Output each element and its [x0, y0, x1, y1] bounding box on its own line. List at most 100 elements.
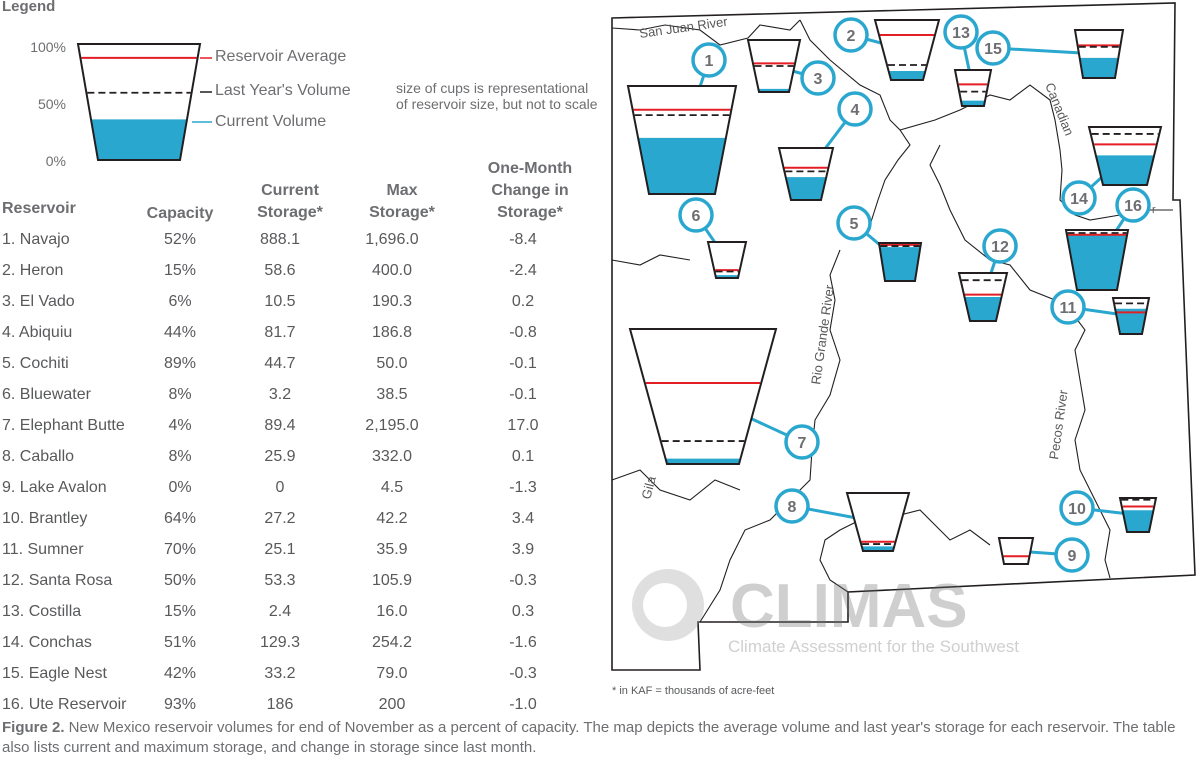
cup-current-volume [964, 297, 1002, 321]
cup-outline [877, 242, 923, 282]
reservoir-marker-circle [1115, 187, 1151, 223]
climas-logo-cloud [643, 583, 687, 627]
table-cell-current: 10.5 [264, 293, 296, 310]
table-cell-max: 38.5 [376, 386, 408, 403]
cup-current-volume [888, 71, 926, 80]
table-cell-capacity: 8% [168, 448, 192, 465]
table-cell-current: 25.9 [264, 448, 296, 465]
table-cell-capacity: 15% [163, 603, 197, 620]
table-cell-max: 332.0 [371, 448, 413, 465]
cup-outline [1064, 229, 1130, 291]
caption-bold: Figure 2. [2, 719, 65, 736]
table-cell-max: 190.3 [371, 293, 413, 310]
table-cell-change: 17.0 [507, 417, 539, 434]
table-cell-capacity: 64% [163, 510, 197, 527]
reservoir-cup-3: 3 [746, 39, 836, 96]
table-cell-max: 79.0 [376, 665, 408, 682]
table-cell-capacity: 6% [168, 293, 192, 310]
reservoir-marker-number: 13 [952, 25, 970, 42]
reservoir-marker-number: 15 [984, 41, 1002, 58]
table-cell-name: 4. Abiquiu [2, 324, 73, 341]
reservoir-marker-circle [774, 488, 810, 524]
reservoir-marker-number: 11 [1060, 300, 1077, 317]
cup-outline [997, 537, 1035, 565]
table-cell-max: 200 [378, 696, 406, 713]
cup-current-volume [1079, 57, 1119, 78]
reservoir-cup-14: 14 [1061, 126, 1163, 216]
reservoir-cup-5: 5 [836, 205, 923, 282]
legend-title: Legend [2, 0, 56, 15]
cup-outline [1087, 126, 1163, 186]
table-cell-name: 13. Costilla [2, 603, 82, 620]
header-change-line2: Change in [491, 182, 569, 199]
header-max-line2: Storage* [369, 204, 435, 221]
reservoir-cup-11: 11 [1050, 289, 1151, 335]
table-cell-change: -1.6 [509, 634, 537, 651]
cup-current-volume [1122, 510, 1154, 532]
table-cell-name: 5. Cochiti [2, 355, 69, 372]
cup-current-volume [960, 100, 986, 106]
reservoir-marker-number: 10 [1068, 501, 1086, 518]
watermark-subtitle: Climate Assessment for the Southwest [728, 637, 1019, 656]
reservoir-marker-circle [836, 205, 872, 241]
map-footnote: * in KAF = thousands of acre-feet [612, 685, 775, 697]
cup-outline [746, 39, 802, 93]
reservoir-marker-circle [784, 424, 820, 460]
reservoir-marker-circle [1050, 289, 1086, 325]
header-current: Current Storage* [240, 180, 340, 224]
reservoir-marker-number: 4 [851, 102, 860, 119]
table-cell-capacity: 52% [163, 231, 197, 248]
legend-sample-cup [76, 43, 212, 161]
reservoir-marker-number: 6 [692, 208, 701, 225]
table-cell-current: 27.2 [264, 510, 296, 527]
reservoir-marker-circle [837, 91, 873, 127]
header-change-line3: Storage* [497, 204, 563, 221]
table-cell-name: 9. Lake Avalon [2, 479, 107, 496]
header-current-line1: Current [261, 182, 319, 199]
reservoir-marker-circle [975, 30, 1011, 66]
reservoir-cup-2: 2 [833, 17, 941, 81]
reservoir-marker-circle [678, 197, 714, 233]
table-cell-name: 3. El Vado [2, 293, 75, 310]
table-cell-max: 50.0 [376, 355, 408, 372]
reservoir-marker-circle [800, 60, 836, 96]
table-cell-current: 89.4 [264, 417, 296, 434]
table-cell-change: -2.4 [509, 262, 537, 279]
table-cell-change: 0.2 [511, 293, 535, 310]
table-cell-max: 254.2 [371, 634, 413, 651]
table-cell-change: 3.4 [511, 510, 535, 527]
reservoir-marker-number: 3 [814, 71, 823, 88]
table-cell-max: 1,696.0 [365, 231, 419, 248]
reservoir-marker-number: 1 [705, 53, 714, 70]
reservoir-cup-13: 13 [943, 14, 993, 107]
cup-current-volume [879, 247, 921, 281]
table-cell-name: 11. Sumner [2, 541, 84, 558]
table-cell-name: 1. Navajo [2, 231, 70, 248]
reservoir-cup-16: 16 [1064, 187, 1151, 291]
cup-background [847, 493, 909, 551]
label-rio-grande-river: Rio Grande River [808, 283, 837, 385]
table-cell-current: 81.7 [264, 324, 296, 341]
table-cell-capacity: 44% [163, 324, 197, 341]
header-change-line1: One-Month [487, 160, 573, 177]
table-cell-change: -1.0 [509, 696, 537, 713]
table-cell-capacity: 8% [168, 386, 192, 403]
table-cell-capacity: 93% [163, 696, 197, 713]
table-cell-current: 3.2 [268, 386, 292, 403]
table-cell-name: 16. Ute Reservoir [2, 696, 127, 713]
reservoir-marker-number: 9 [1068, 548, 1077, 565]
table-cell-max: 42.2 [376, 510, 408, 527]
legend-pct-0: 0% [45, 153, 66, 169]
cup-outline [706, 241, 748, 279]
label-canadian-river: Canadian [1042, 81, 1077, 138]
table-cell-change: -0.1 [509, 355, 537, 372]
table-cell-name: 6. Bluewater [2, 386, 91, 403]
table-cell-current: 25.1 [264, 541, 296, 558]
cup-outline [626, 85, 738, 195]
cup-background [999, 538, 1033, 564]
legend-scale-note: size of cups is representational of rese… [396, 80, 598, 112]
table-cell-name: 15. Eagle Nest [2, 665, 107, 682]
reservoir-marker-number: 14 [1070, 191, 1088, 208]
table-cell-name: 2. Heron [2, 262, 64, 279]
header-capacity: Capacity [146, 205, 214, 222]
